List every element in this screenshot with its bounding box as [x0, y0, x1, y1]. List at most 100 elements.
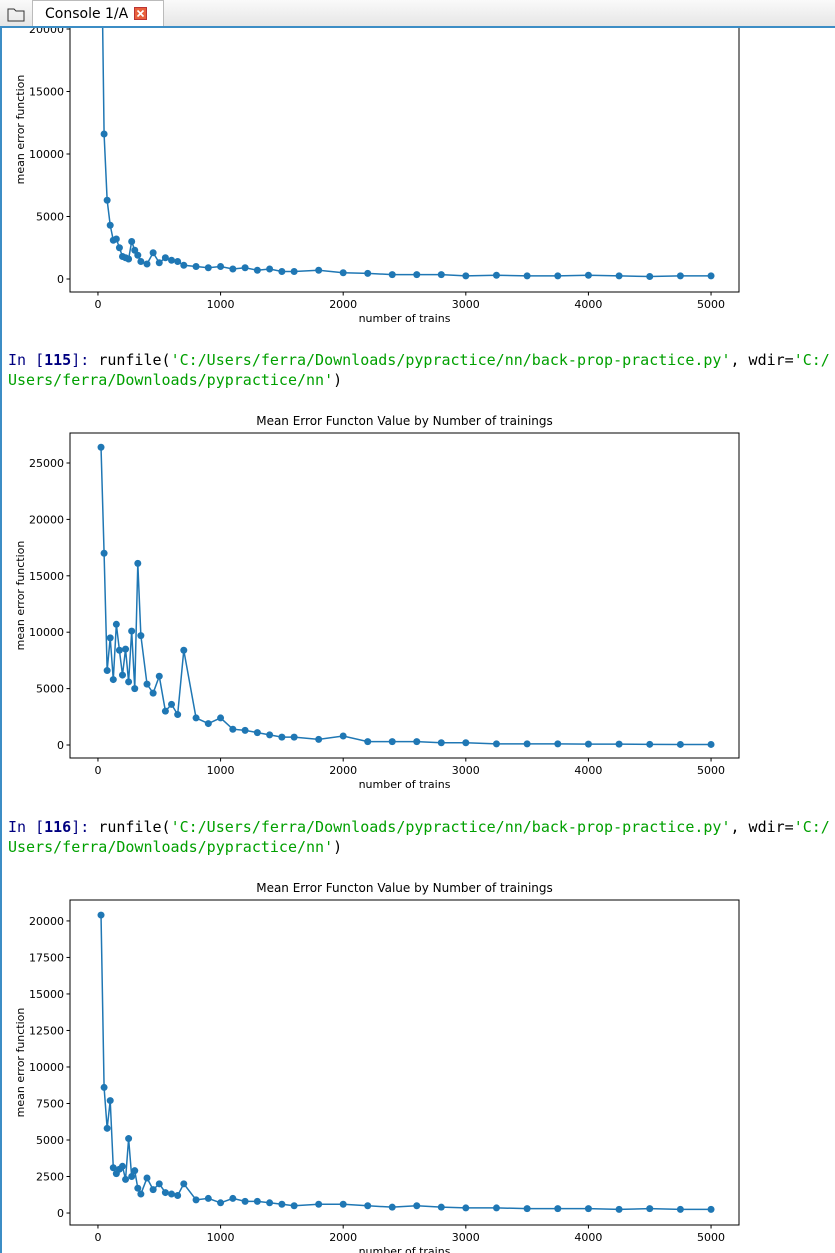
data-point [615, 1205, 623, 1213]
y-tick-label: 0 [57, 1207, 64, 1220]
data-point [180, 1180, 188, 1188]
data-point [137, 632, 145, 640]
data-point [115, 646, 123, 654]
data-point [290, 733, 298, 741]
x-axis-label: number of trains [359, 312, 451, 322]
y-tick-label: 15000 [29, 570, 64, 583]
data-point [523, 272, 531, 280]
data-point [229, 265, 237, 273]
data-point [125, 678, 133, 686]
tab-bar: Console 1/A [0, 0, 835, 28]
string: 'C:/Users/ferra/Downloads/pypractice/nn/… [170, 351, 731, 369]
y-tick-label: 25000 [29, 457, 64, 470]
y-tick-label: 2500 [36, 1171, 64, 1184]
tab-label: Console 1/A [45, 6, 129, 22]
data-point [217, 1199, 225, 1207]
folder-icon[interactable] [6, 5, 28, 23]
data-point [676, 1205, 684, 1213]
data-point [241, 264, 249, 272]
data-point [204, 264, 212, 272]
data-point [584, 271, 592, 279]
data-point [339, 1200, 347, 1208]
x-tick-label: 3000 [452, 298, 480, 311]
chart-title: Mean Error Functon Value by Number of tr… [256, 881, 553, 895]
data-point [161, 1189, 169, 1197]
data-point [122, 1175, 130, 1183]
data-point [106, 221, 114, 229]
data-point [241, 1197, 249, 1205]
data-point [229, 725, 237, 733]
x-tick-label: 5000 [697, 1231, 725, 1244]
string: 'C:/Users/ferra/Downloads/pypractice/nn' [8, 351, 830, 389]
code: ) [333, 371, 343, 389]
code: runfile( [98, 351, 171, 369]
plot-area [100, 28, 715, 280]
data-point [492, 1204, 500, 1212]
data-point [364, 738, 372, 746]
data-point [143, 260, 151, 268]
data-point [125, 255, 133, 263]
x-tick-label: 3000 [452, 1231, 480, 1244]
data-line [100, 915, 712, 1211]
y-axis-label: mean error function [14, 1008, 27, 1118]
data-point [615, 272, 623, 280]
data-point [388, 738, 396, 746]
data-point [290, 1202, 298, 1210]
data-point [584, 740, 592, 748]
data-point [462, 272, 470, 280]
data-point [174, 1191, 182, 1199]
x-tick-label: 3000 [452, 764, 480, 777]
data-point [100, 549, 108, 557]
data-line [100, 447, 712, 746]
command: In [115]: runfile('C:/Users/ferra/Downlo… [8, 350, 834, 390]
data-point [315, 1200, 323, 1208]
data-point [707, 740, 715, 748]
data-point [143, 1174, 151, 1182]
data-point [192, 263, 200, 270]
console-tab[interactable]: Console 1/A [32, 0, 164, 26]
string: 'C:/Users/ferra/Downloads/pypractice/nn/… [170, 818, 731, 836]
data-point [155, 1180, 163, 1188]
x-tick-label: 0 [94, 764, 101, 777]
data-point [278, 268, 286, 275]
data-point [554, 272, 562, 280]
data-point [413, 738, 421, 746]
data-point [204, 720, 212, 728]
data-point [315, 735, 323, 743]
data-point [646, 1205, 654, 1213]
data-point [131, 1167, 139, 1175]
data-point [253, 1197, 261, 1205]
data-point [523, 1205, 531, 1213]
data-point [155, 259, 163, 267]
y-tick-label: 20000 [29, 513, 64, 526]
data-point [180, 261, 188, 269]
data-point [492, 271, 500, 279]
data-point [462, 739, 470, 747]
data-point [217, 263, 225, 270]
data-point [149, 689, 157, 697]
y-tick-label: 0 [57, 739, 64, 752]
x-tick-label: 1000 [207, 764, 235, 777]
data-point [388, 271, 396, 279]
data-point [278, 1200, 286, 1208]
close-tab[interactable] [134, 7, 147, 20]
plot-area [97, 443, 715, 748]
data-point [168, 700, 176, 708]
data-point [339, 732, 347, 740]
data-point [554, 740, 562, 748]
y-tick-label: 10000 [29, 626, 64, 639]
prompt: ]: [71, 351, 99, 369]
code: , wdir= [730, 351, 794, 369]
data-point [118, 1162, 126, 1170]
data-point [364, 1202, 372, 1210]
code: ) [333, 838, 343, 856]
data-point [413, 271, 421, 279]
string: 'C:/Users/ferra/Downloads/pypractice/nn' [8, 818, 830, 856]
data-point [554, 1205, 562, 1213]
data-point [168, 256, 176, 264]
data-point [676, 740, 684, 748]
data-point [388, 1203, 396, 1211]
y-tick-label: 0 [57, 273, 64, 286]
data-point [109, 676, 117, 684]
y-tick-label: 5000 [36, 683, 64, 696]
